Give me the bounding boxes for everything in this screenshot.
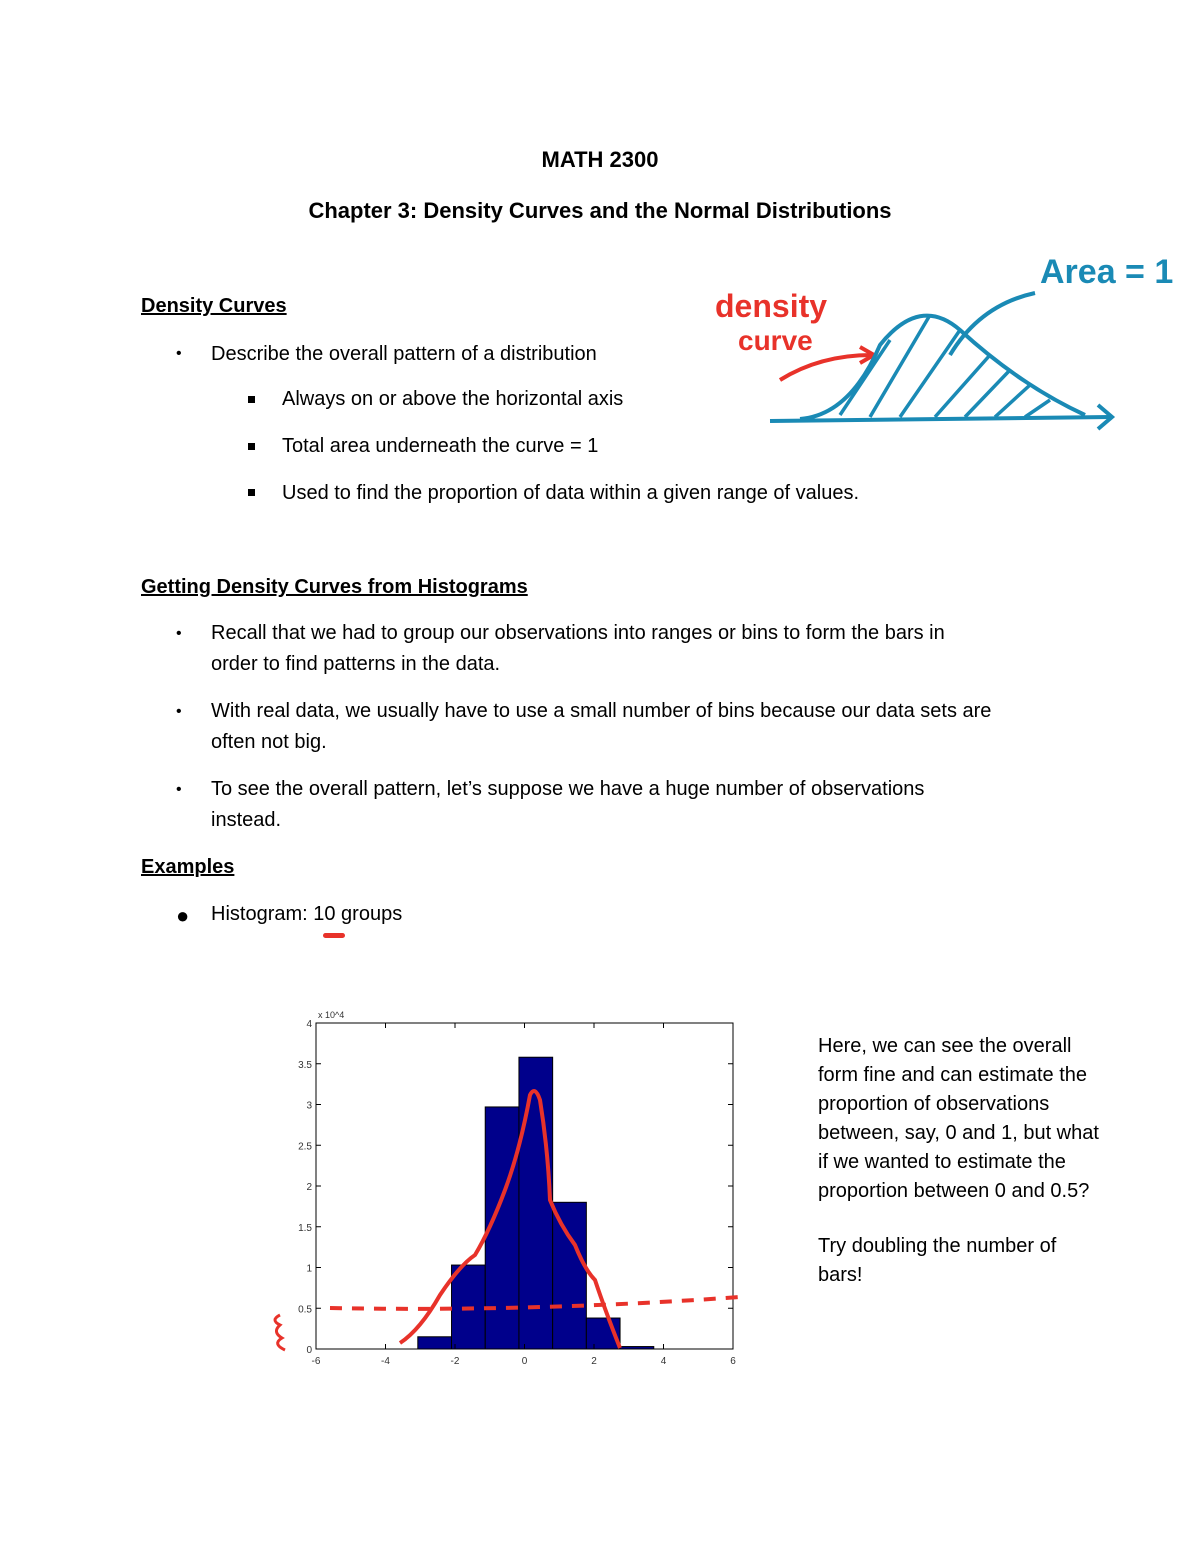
x-tick-label: -2 — [451, 1356, 460, 1367]
plot-frame — [315, 1022, 734, 1350]
heading-histograms: Getting Density Curves from Histograms — [141, 576, 528, 598]
y-tick-label: 2 — [306, 1182, 312, 1193]
x-tick-label: 0 — [522, 1356, 528, 1367]
histogram-bar — [585, 1317, 621, 1350]
bullet-text: To see the overall pattern, let’s suppos… — [211, 778, 925, 831]
heading-density-curves: Density Curves — [141, 295, 287, 317]
square-bullet-icon — [248, 489, 255, 496]
side-paragraph-2: Try doubling the number of bars! — [818, 1235, 1057, 1286]
bullet-text: Histogram: 10 groups — [211, 903, 403, 925]
x-tick-label: 4 — [661, 1356, 667, 1367]
y-tick-label: 0.5 — [298, 1304, 312, 1315]
sketch-label-density: density — [715, 288, 827, 324]
sketch-label-curve: curve — [738, 325, 813, 356]
histogram-bar — [619, 1346, 655, 1350]
heading-examples: Examples — [141, 856, 235, 878]
bullet-icon: • — [176, 703, 182, 720]
bullet-icon: ● — [176, 903, 190, 928]
y-tick-label: 4 — [306, 1019, 312, 1030]
y-tick-label: 3.5 — [298, 1060, 312, 1071]
sub-bullet-text: Always on or above the horizontal axis — [282, 388, 624, 410]
sketch-label-area: Area = 1 — [1040, 253, 1173, 291]
course-title: MATH 2300 — [541, 147, 659, 172]
sub-bullet-text: Used to find the proportion of data with… — [282, 482, 860, 504]
y-tick-label: 3 — [306, 1101, 312, 1112]
histogram-bar — [518, 1056, 554, 1350]
x-tick-label: -6 — [312, 1356, 321, 1367]
handwritten-underline — [323, 933, 345, 938]
histogram-bar — [552, 1201, 587, 1350]
handdrawn-density-curve — [398, 1089, 622, 1349]
x-tick-label: 2 — [591, 1356, 597, 1367]
histogram-bar — [451, 1264, 486, 1350]
density-curve-sketch: density curve Area = 1 — [715, 253, 1173, 431]
side-paragraph-1: Here, we can see the overall form fine an… — [818, 1035, 1099, 1202]
y-tick-label: 1.5 — [298, 1223, 312, 1234]
x-tick-label: 6 — [730, 1356, 736, 1367]
y-tick-label: 1 — [306, 1264, 312, 1275]
y-multiplier-label: x 10^4 — [318, 1010, 344, 1020]
sub-bullet-text: Total area underneath the curve = 1 — [282, 435, 599, 457]
histogram-bar — [484, 1106, 520, 1350]
square-bullet-icon — [248, 443, 255, 450]
histogram-bar — [417, 1336, 453, 1350]
bullet-text: Describe the overall pattern of a distri… — [211, 343, 597, 365]
square-bullet-icon — [248, 396, 255, 403]
x-tick-label: -4 — [381, 1356, 390, 1367]
bullet-text: With real data, we usually have to use a… — [211, 700, 992, 753]
handdrawn-brace — [273, 1313, 286, 1352]
bullet-icon: • — [176, 781, 182, 798]
handdrawn-dashed-line — [329, 1295, 741, 1311]
bullet-icon: • — [176, 625, 182, 642]
bullet-text: Recall that we had to group our observat… — [211, 622, 945, 675]
bullet-icon: • — [176, 345, 182, 362]
chapter-title: Chapter 3: Density Curves and the Normal… — [308, 198, 892, 223]
y-tick-label: 0 — [306, 1345, 312, 1356]
y-tick-label: 2.5 — [298, 1141, 312, 1152]
